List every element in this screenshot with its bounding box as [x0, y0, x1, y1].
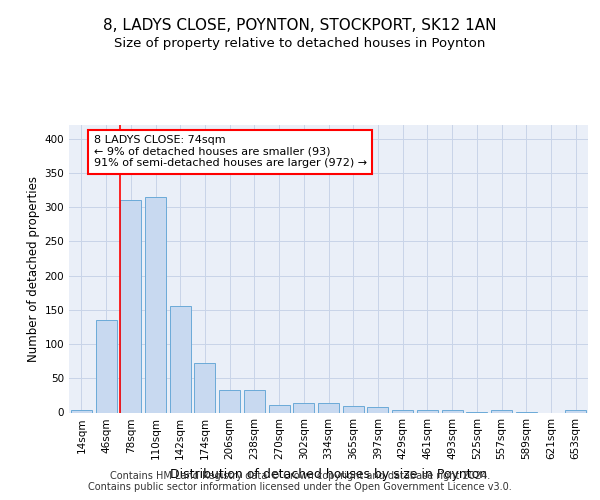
Bar — [244, 390, 265, 412]
Bar — [145, 197, 166, 412]
Bar — [392, 410, 413, 412]
Bar — [293, 403, 314, 412]
Text: Contains HM Land Registry data © Crown copyright and database right 2024.
Contai: Contains HM Land Registry data © Crown c… — [88, 471, 512, 492]
Bar — [170, 306, 191, 412]
Text: 8, LADYS CLOSE, POYNTON, STOCKPORT, SK12 1AN: 8, LADYS CLOSE, POYNTON, STOCKPORT, SK12… — [103, 18, 497, 32]
Bar — [442, 410, 463, 412]
Bar — [565, 410, 586, 412]
Bar — [71, 410, 92, 412]
Text: Size of property relative to detached houses in Poynton: Size of property relative to detached ho… — [115, 38, 485, 51]
Bar — [367, 407, 388, 412]
Bar — [219, 390, 240, 412]
Bar — [343, 406, 364, 412]
Bar — [194, 363, 215, 412]
Bar — [95, 320, 116, 412]
Bar — [491, 410, 512, 412]
Text: 8 LADYS CLOSE: 74sqm
← 9% of detached houses are smaller (93)
91% of semi-detach: 8 LADYS CLOSE: 74sqm ← 9% of detached ho… — [94, 136, 367, 168]
X-axis label: Distribution of detached houses by size in Poynton: Distribution of detached houses by size … — [170, 468, 487, 481]
Bar — [120, 200, 141, 412]
Bar — [318, 403, 339, 412]
Bar — [269, 405, 290, 412]
Bar — [417, 410, 438, 412]
Y-axis label: Number of detached properties: Number of detached properties — [27, 176, 40, 362]
